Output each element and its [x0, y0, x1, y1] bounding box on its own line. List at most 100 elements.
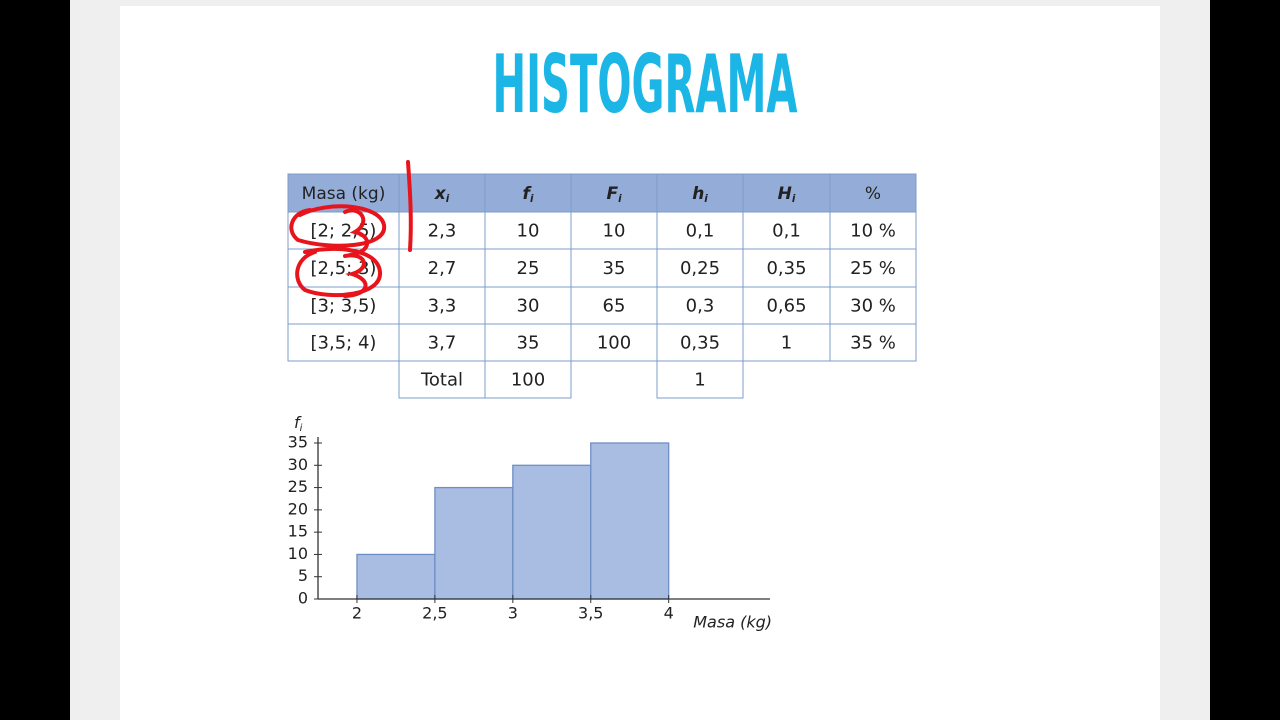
header-text-sub: i — [792, 194, 796, 205]
cell-text: [3,5; 4) — [311, 333, 377, 354]
cell-text: 3,7 — [428, 333, 457, 354]
header-text: Hi — [778, 184, 796, 205]
cell — [656, 248, 744, 288]
cell-text: 0,3 — [686, 296, 715, 317]
cell-text: [3; 3,5) — [311, 296, 377, 317]
header-cell — [484, 173, 572, 213]
cell-text: 30 % — [850, 296, 896, 317]
annotation-line — [406, 160, 413, 252]
cell — [829, 323, 917, 362]
header-text-sub: i — [618, 194, 622, 205]
header-text-main: h — [692, 184, 704, 204]
cell — [570, 248, 658, 288]
y-tick-label: 10 — [288, 544, 308, 563]
header-text: fi — [523, 184, 534, 205]
cell — [398, 211, 486, 250]
slide — [120, 6, 1160, 720]
cell-text: 0,1 — [772, 221, 801, 242]
title: HISTOGRAMA — [493, 38, 798, 131]
total-cell — [656, 360, 744, 399]
header-text-main: f — [523, 184, 533, 204]
cell-text: 25 % — [850, 258, 896, 279]
cell — [398, 286, 486, 325]
header-text-sub: i — [446, 194, 450, 205]
header-cell — [398, 173, 486, 213]
header-text: Fi — [606, 184, 622, 205]
cell-text: 2,7 — [428, 258, 457, 279]
cell — [484, 211, 572, 250]
annotation-digit — [343, 208, 370, 257]
x-tick-label: 2 — [352, 604, 362, 623]
cell-text: 10 % — [850, 221, 896, 242]
handwritten-annotation — [289, 160, 413, 298]
y-axis-label: fi — [294, 413, 303, 435]
cell-text: 2,3 — [428, 221, 457, 242]
x-tick-label: 2,5 — [422, 604, 447, 623]
cell — [829, 248, 917, 288]
cell — [570, 323, 658, 362]
y-tick-label: 35 — [288, 433, 308, 452]
cell-text: 100 — [597, 333, 631, 354]
header-text: Masa (kg) — [302, 184, 386, 204]
cell — [742, 286, 831, 325]
header-text-main: F — [606, 184, 618, 204]
cell — [656, 211, 744, 250]
header-cell — [742, 173, 831, 213]
header-text-main: x — [434, 184, 447, 204]
cell — [656, 286, 744, 325]
header-text-main: H — [778, 184, 792, 204]
cell — [742, 323, 831, 362]
cell-text: 3,3 — [428, 296, 457, 317]
annotation-digit — [343, 253, 368, 298]
cell-text: 0,25 — [680, 258, 720, 279]
cell-text: 25 — [517, 258, 540, 279]
cell-text: 0,35 — [766, 258, 806, 279]
cell-text: 10 — [517, 221, 540, 242]
total-text: Total — [420, 370, 463, 391]
cell-text: 35 — [517, 333, 540, 354]
cell — [570, 286, 658, 325]
cell-text: 30 — [517, 296, 540, 317]
bar — [434, 486, 514, 600]
x-tick-label: 3,5 — [578, 604, 603, 623]
total-cell — [484, 360, 572, 399]
total-text: 1 — [694, 370, 705, 391]
header-cell — [829, 173, 917, 213]
header-text-sub: i — [704, 194, 708, 205]
cell-text: [2,5; 3) — [311, 258, 377, 279]
y-axis-label-main: f — [294, 413, 302, 432]
header-text: % — [865, 184, 881, 204]
total-cell — [398, 360, 486, 399]
cell-text: 0,1 — [686, 221, 715, 242]
cell-text: 1 — [781, 333, 792, 354]
header-text-sub: i — [530, 194, 534, 205]
header-cell — [656, 173, 744, 213]
cell — [742, 211, 831, 250]
x-tick-label: 4 — [664, 604, 674, 623]
total-text: 100 — [511, 370, 545, 391]
cell-text: 65 — [603, 296, 626, 317]
cell-text: 10 — [603, 221, 626, 242]
y-tick-label: 0 — [298, 589, 308, 608]
table: Masa (kg) xi fi Fi hi Hi %[2; 2,5) 2,3 10 10 0,1 0,… — [287, 173, 917, 399]
header-text: xi — [434, 184, 450, 205]
x-tick-label: 3 — [508, 604, 518, 623]
histogram: 0 5 10 15 20 25 30 35 2 2,5 3 3,5 4 Masa (kg) fi — [288, 413, 772, 632]
header-text: hi — [692, 184, 708, 205]
cell-text: 0,35 — [680, 333, 720, 354]
bar — [590, 442, 670, 600]
cell-text: 35 % — [850, 333, 896, 354]
cell — [570, 211, 658, 250]
x-axis-label: Masa (kg) — [693, 613, 772, 632]
y-tick-label: 15 — [288, 522, 308, 541]
cell-text: 0,65 — [766, 296, 806, 317]
cell — [287, 323, 400, 362]
y-tick-label: 25 — [288, 477, 308, 496]
y-tick-label: 5 — [298, 566, 308, 585]
y-tick-label: 30 — [288, 455, 308, 474]
bar — [356, 553, 436, 600]
cell-text: 35 — [603, 258, 626, 279]
y-axis-label-sub: i — [300, 423, 303, 434]
